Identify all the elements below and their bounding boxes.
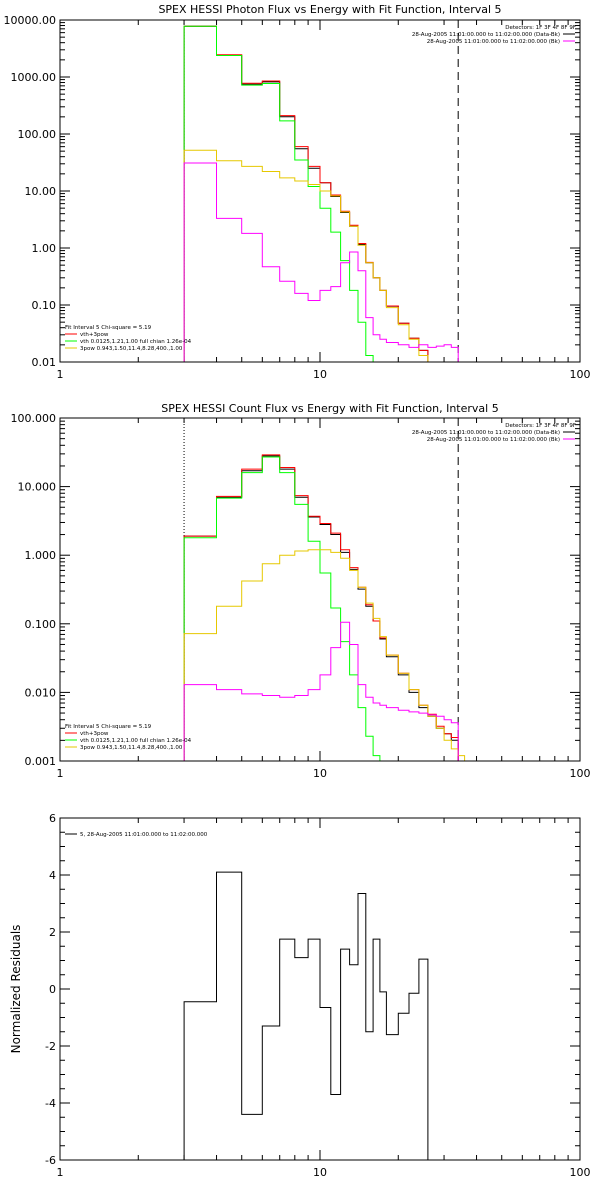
panel-residuals: -6 -4 -2 0 2 4 6 1 10 100 5, 28-Aug-2005 11:01:0… [9,812,591,1179]
y-tick-label: 0.100 [25,618,57,631]
series-vth-3pow [183,454,459,761]
x-tick-label: 1 [57,368,64,381]
series-data-bk [183,25,429,362]
series-vth [183,25,374,362]
x-tick-label: 100 [570,1166,591,1179]
legend-entry: vth 0.0125,1.21,1.00 full chian 1.26e-04 [80,738,192,744]
legend-entry: Detectors: 1F 3F 4F 8F 9F [505,25,576,31]
series-bk [183,621,459,761]
series-3pow [183,549,471,762]
x-tick-label: 10 [313,767,327,780]
legend-entry: Fit Interval 5 Chi-square = 5.19 [65,325,152,331]
legend-entry: 28-Aug-2005 11:01:00.000 to 11:02:00.000… [412,430,560,436]
legend-entry: vth+3pow [80,731,109,737]
y-tick-label: 1.00 [32,242,57,255]
y-tick-label: -4 [45,1097,56,1110]
x-tick-label: 1 [57,767,64,780]
legend-entry: 28-Aug-2005 11:01:00.000 to 11:02:00.000… [412,32,560,38]
legend-entry: vth 0.0125,1.21,1.00 full chian 1.26e-04 [80,339,192,345]
series-vth-3pow [183,25,429,362]
y-tick-label: 10000.00 [4,14,57,27]
y-tick-label: 0.10 [32,299,57,312]
legend-entry: Detectors: 1F 3F 4F 8F 9F [505,423,576,429]
y-tick-label: -6 [45,1154,56,1167]
y-tick-label: 10.00 [25,185,57,198]
residuals-y-axis-label: Normalized Residuals [9,925,23,1054]
legend-entry: 28-Aug-2005 11:01:00.000 to 11:02:00.000… [427,39,560,45]
y-tick-label: 2 [49,926,56,939]
panel-1-title: SPEX HESSI Photon Flux vs Energy with Fi… [158,3,501,16]
panel-2-frame [59,417,581,762]
x-tick-label: 1 [57,1166,64,1179]
y-tick-label: 0.01 [32,356,57,369]
series-bk [183,162,459,362]
legend-entry: vth+3pow [80,332,109,338]
panel-3-frame [59,817,581,1161]
y-tick-label: 1000.00 [11,71,57,84]
legend-entry: 5, 28-Aug-2005 11:01:00.000 to 11:02:00.… [80,832,208,838]
x-tick-label: 10 [313,1166,327,1179]
y-tick-label: 4 [49,869,56,882]
y-tick-label: 100.00 [18,128,57,141]
y-tick-label: 0 [49,983,56,996]
series-3pow [183,149,429,362]
legend-entry: 3pow 0.943,1.50,11.4,8.28,400.,1.00 [80,346,183,352]
y-tick-label: 100.000 [11,412,57,425]
legend-entry: 3pow 0.943,1.50,11.4,8.28,400.,1.00 [80,745,183,751]
series-data-bk [183,455,459,761]
series-5-28-aug-2005-11-01-00-000-to-11-02-00-000 [183,871,429,1160]
y-tick-label: 0.001 [25,755,57,768]
legend-entry: Fit Interval 5 Chi-square = 5.19 [65,724,152,730]
series-vth [183,456,381,761]
panel-2-title: SPEX HESSI Count Flux vs Energy with Fit… [161,402,498,415]
panel-1-frame [59,19,581,363]
x-tick-label: 10 [313,368,327,381]
y-tick-label: 10.000 [18,481,57,494]
y-tick-label: 1.000 [25,549,57,562]
x-tick-label: 100 [570,368,591,381]
x-tick-label: 100 [570,767,591,780]
legend-entry: 28-Aug-2005 11:01:00.000 to 11:02:00.000… [427,437,560,443]
panel-count-flux: SPEX HESSI Count Flux vs Energy with Fit… [11,402,591,780]
y-tick-label: -2 [45,1040,56,1053]
panel-photon-flux: SPEX HESSI Photon Flux vs Energy with Fi… [4,3,591,381]
y-tick-label: 0.010 [25,686,57,699]
y-tick-label: 6 [49,812,56,825]
